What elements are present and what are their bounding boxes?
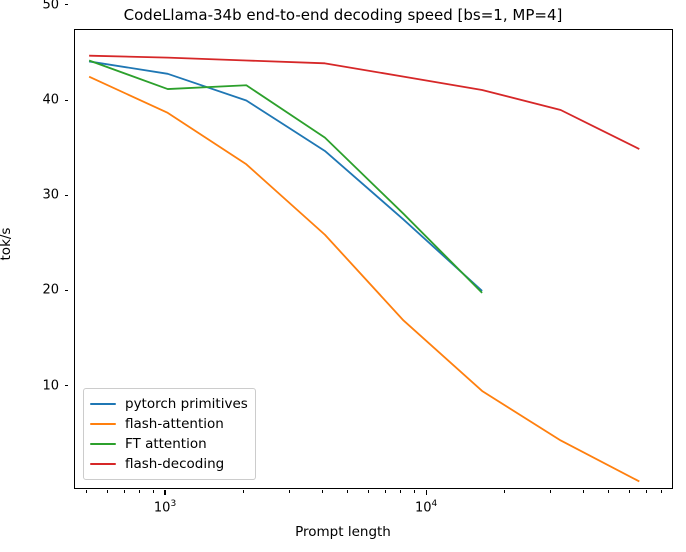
series-line <box>88 60 483 292</box>
legend: pytorch primitives flash-attention FT at… <box>83 388 256 480</box>
x-minor-tick-mark <box>661 490 663 493</box>
series-line <box>88 59 483 294</box>
y-tick-label: 10 <box>42 378 59 394</box>
legend-item-label: flash-attention <box>125 416 224 432</box>
plot-area: 103 104 pytorch primitives flash-attentio… <box>74 29 673 515</box>
legend-line-swatch <box>90 462 116 466</box>
y-axis-ticks: 10 20 30 40 50 <box>0 0 68 460</box>
x-minor-tick-mark <box>85 490 87 493</box>
legend-item[interactable]: pytorch primitives <box>90 394 248 414</box>
x-minor-tick-mark <box>106 490 108 493</box>
legend-line-swatch <box>90 442 116 446</box>
legend-item[interactable]: flash-attention <box>90 414 248 434</box>
x-minor-tick-mark <box>646 490 648 493</box>
series-line <box>88 75 640 483</box>
x-minor-tick-mark <box>582 490 584 493</box>
y-tick-label: 20 <box>42 282 59 298</box>
x-minor-tick-mark <box>385 490 387 493</box>
y-tick-label: 40 <box>42 92 59 108</box>
x-minor-tick-mark <box>152 490 154 493</box>
series-lines <box>88 54 640 483</box>
x-minor-tick-mark <box>289 490 291 493</box>
series-line <box>89 54 640 150</box>
x-axis-label: Prompt length <box>295 524 391 540</box>
x-minor-tick-mark <box>400 490 402 493</box>
y-tick-mark <box>64 289 68 292</box>
x-minor-tick-mark <box>367 490 369 493</box>
y-tick-mark <box>64 99 68 101</box>
x-minor-tick-mark <box>504 490 506 493</box>
legend-item-label: flash-decoding <box>125 456 225 472</box>
y-tick-label: 50 <box>42 0 59 13</box>
x-minor-tick-mark <box>124 490 126 493</box>
legend-item[interactable]: FT attention <box>90 434 248 454</box>
x-major-tick-mark <box>425 490 427 495</box>
x-minor-tick-mark <box>628 490 630 493</box>
x-minor-tick-mark <box>321 490 323 493</box>
legend-item-label: FT attention <box>125 436 207 452</box>
legend-line-swatch <box>90 422 116 426</box>
x-axis-ticks: 103 104 <box>75 490 674 530</box>
y-tick-mark <box>64 385 68 387</box>
x-minor-tick-mark <box>243 490 245 493</box>
y-tick-mark <box>64 4 68 6</box>
y-tick-label: 30 <box>42 187 59 203</box>
x-tick-label: 104 <box>414 499 438 516</box>
chart-title: CodeLlama-34b end-to-end decoding speed … <box>123 6 563 24</box>
x-tick-label: 103 <box>153 499 177 516</box>
x-minor-tick-mark <box>550 490 552 493</box>
x-major-tick-mark <box>164 490 166 495</box>
x-minor-tick-mark <box>139 490 141 493</box>
legend-line-swatch <box>90 402 116 406</box>
x-minor-tick-mark <box>346 490 349 493</box>
x-minor-tick-mark <box>413 490 415 493</box>
legend-item[interactable]: flash-decoding <box>90 454 248 474</box>
x-minor-tick-mark <box>608 490 610 493</box>
y-tick-mark <box>64 194 68 196</box>
legend-item-label: pytorch primitives <box>125 396 248 412</box>
